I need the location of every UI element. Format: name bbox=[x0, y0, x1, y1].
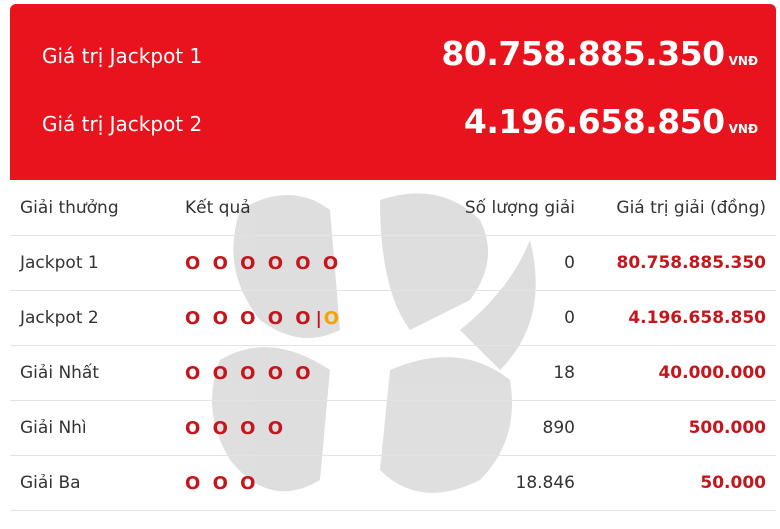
jackpot-1-label: Giá trị Jackpot 1 bbox=[42, 44, 203, 68]
prize-value: 80.758.885.350 bbox=[585, 235, 776, 291]
prize-value: 50.000 bbox=[585, 455, 776, 511]
result-cell: O O O O O | O bbox=[175, 290, 390, 346]
prize-name: Giải Nhì bbox=[10, 400, 175, 456]
winner-count: 18 bbox=[390, 345, 585, 401]
table-row: Giải Nhì O O O O 890 500.000 bbox=[10, 400, 776, 456]
currency-label: VNĐ bbox=[728, 122, 758, 136]
prize-value: 4.196.658.850 bbox=[585, 290, 776, 346]
result-cell: O O O O bbox=[175, 400, 390, 456]
winner-count: 18.846 bbox=[390, 455, 585, 511]
result-cell: O O O O O O bbox=[175, 235, 390, 291]
winner-count: 0 bbox=[390, 290, 585, 346]
winner-count: 890 bbox=[390, 400, 585, 456]
jackpot-banner: Giá trị Jackpot 1 80.758.885.350 VNĐ Giá … bbox=[10, 4, 776, 180]
table-row: Giải Ba O O O 18.846 50.000 bbox=[10, 455, 776, 511]
prize-name: Giải Ba bbox=[10, 455, 175, 511]
result-balls: O O O O bbox=[185, 417, 287, 439]
special-ball: O bbox=[323, 307, 340, 329]
prize-name: Giải Nhất bbox=[10, 345, 175, 401]
header-result: Kết quả bbox=[175, 180, 390, 236]
jackpot-2-value: 4.196.658.850 VNĐ bbox=[463, 102, 758, 141]
table-header-row: Giải thưởng Kết quả Số lượng giải Giá tr… bbox=[10, 180, 776, 236]
jackpot-2-label: Giá trị Jackpot 2 bbox=[42, 112, 203, 136]
table-row: Jackpot 1 O O O O O O 0 80.758.885.350 bbox=[10, 235, 776, 291]
result-balls: O O O O O O bbox=[185, 252, 342, 274]
result-balls: O O O bbox=[185, 472, 259, 494]
result-cell: O O O O O bbox=[175, 345, 390, 401]
jackpot-1-value: 80.758.885.350 VNĐ bbox=[441, 34, 758, 73]
winner-count: 0 bbox=[390, 235, 585, 291]
header-prize: Giải thưởng bbox=[10, 180, 175, 236]
prize-value: 500.000 bbox=[585, 400, 776, 456]
prize-table: Giải thưởng Kết quả Số lượng giải Giá tr… bbox=[10, 180, 776, 511]
result-balls: O O O O O bbox=[185, 307, 314, 329]
result-balls: O O O O O bbox=[185, 362, 314, 384]
prize-name: Jackpot 1 bbox=[10, 235, 175, 291]
currency-label: VNĐ bbox=[728, 54, 758, 68]
result-cell: O O O bbox=[175, 455, 390, 511]
header-count: Số lượng giải bbox=[390, 180, 585, 236]
prize-name: Jackpot 2 bbox=[10, 290, 175, 346]
header-value: Giá trị giải (đồng) bbox=[585, 180, 776, 236]
table-row: Giải Nhất O O O O O 18 40.000.000 bbox=[10, 345, 776, 401]
prize-value: 40.000.000 bbox=[585, 345, 776, 401]
special-separator: | bbox=[315, 308, 322, 329]
table-row: Jackpot 2 O O O O O | O 0 4.196.658.850 bbox=[10, 290, 776, 346]
